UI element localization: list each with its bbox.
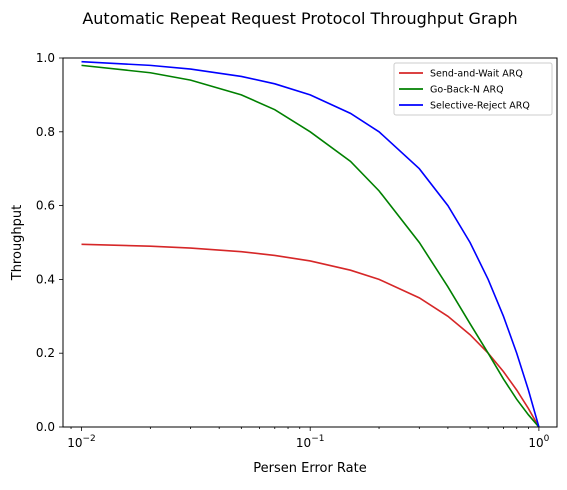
legend-label-2: Go-Back-N ARQ (430, 85, 504, 96)
chart-title: Automatic Repeat Request Protocol Throug… (82, 9, 517, 28)
legend: Send-and-Wait ARQ Go-Back-N ARQ Selective-… (393, 62, 553, 116)
x-tick-label: 10−1 (296, 434, 325, 450)
y-tick-label: 0.2 (36, 346, 55, 360)
y-tick-label: 0.0 (36, 420, 55, 434)
x-axis: 10−2 10−1 100 (67, 427, 550, 450)
legend-box (393, 62, 553, 116)
legend-label-1: Send-and-Wait ARQ (430, 69, 523, 80)
x-axis-label: Persen Error Rate (253, 461, 367, 476)
x-tick-label: 10−2 (67, 434, 96, 450)
x-tick-label: 100 (528, 434, 549, 450)
y-axis-label: Throughput (10, 205, 25, 282)
series-line-3 (81, 60, 540, 428)
series-line-1 (81, 243, 540, 428)
y-tick-label: 0.4 (36, 272, 55, 286)
y-tick-label: 1.0 (36, 51, 55, 65)
y-axis: 0.0 0.2 0.4 0.6 0.8 1.0 (36, 51, 63, 434)
plot-series-group (81, 60, 540, 428)
y-tick-label: 0.6 (36, 199, 55, 213)
legend-label-3: Selective-Reject ARQ (430, 101, 530, 112)
series-line-2 (81, 64, 540, 428)
y-tick-label: 0.8 (36, 125, 55, 139)
